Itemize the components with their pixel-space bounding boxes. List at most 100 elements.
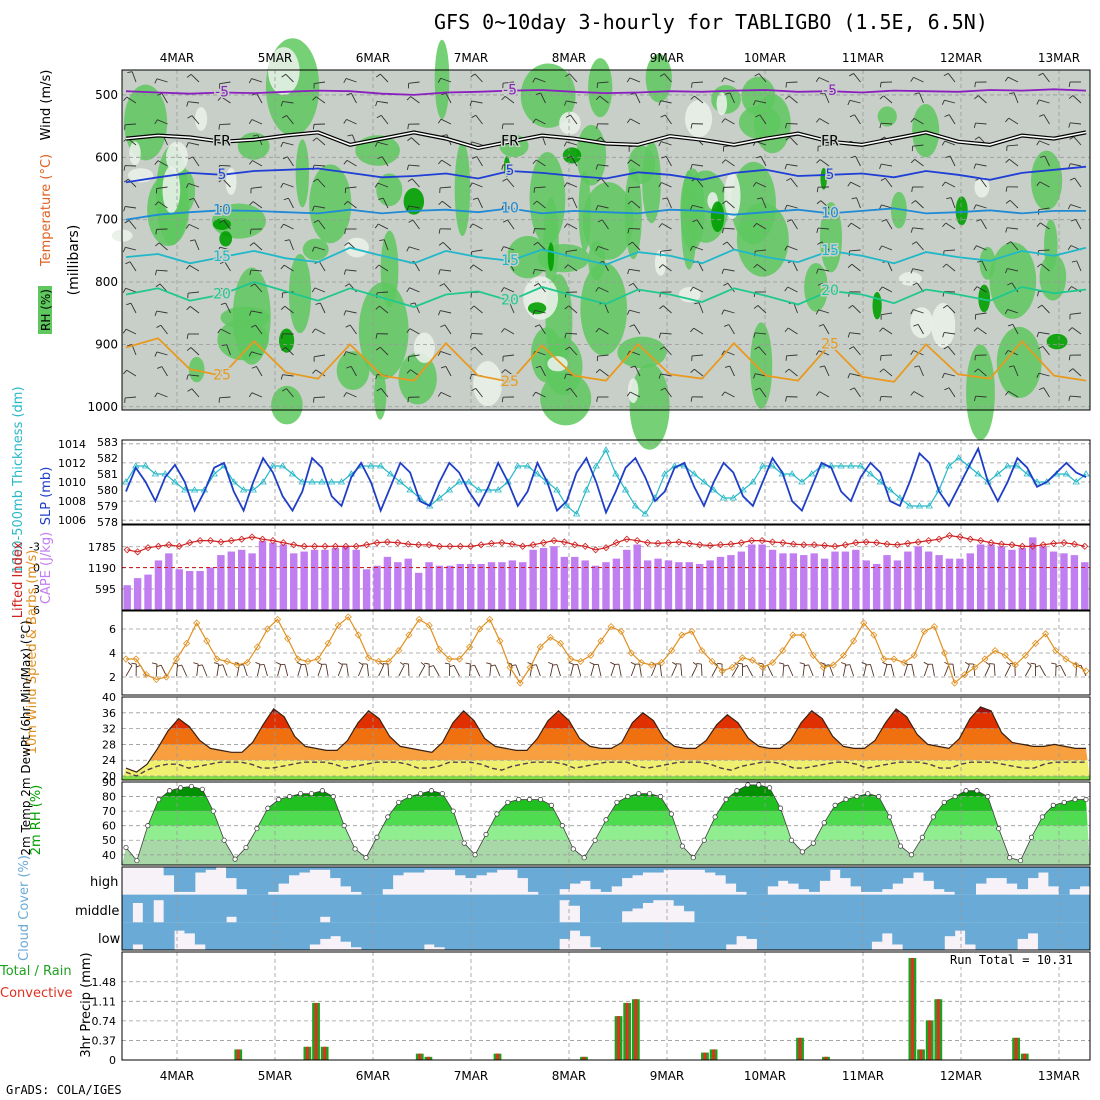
cloud-cell-low (985, 922, 997, 950)
temp-band (122, 776, 1090, 780)
rh-marker (396, 799, 402, 805)
li-marker (612, 539, 620, 547)
wind-speed-marker (587, 651, 595, 659)
wind-barb-flag (376, 73, 381, 78)
wind-barb (156, 269, 168, 272)
wind-barb-flag (172, 662, 178, 665)
wind-barb-flag (785, 136, 791, 141)
thickness-marker (592, 462, 600, 469)
wind-barb (913, 391, 924, 398)
wind-barb (445, 366, 452, 377)
cape-bar (633, 544, 641, 610)
wind-barb-flag (501, 397, 504, 403)
cloud-cell-high (621, 867, 633, 879)
wind-barb (664, 387, 672, 398)
cloud-cell-high (423, 867, 435, 870)
wind-barb-flag (721, 77, 725, 83)
wind-barb-flag (470, 346, 476, 351)
wind-barb (442, 242, 452, 251)
wind-barb-flag (630, 365, 636, 369)
rh-shading (645, 53, 672, 103)
cape-bar (519, 562, 527, 610)
cloud-cell-low (663, 922, 675, 950)
cloud-cell-middle (725, 894, 737, 923)
wind-barb-flag (123, 369, 128, 375)
cape-bar (529, 549, 537, 610)
wind-barb-flag (628, 282, 634, 287)
li-marker (539, 539, 548, 547)
wind-speed-marker (718, 667, 726, 675)
wind-barb (504, 96, 515, 104)
wind-barb (314, 246, 326, 251)
wind-barb (694, 95, 704, 104)
wind-barb-flag (406, 164, 409, 171)
wind-barb-flag (249, 229, 252, 235)
wind-barb-flag (817, 282, 823, 286)
cloud-cell-middle (486, 894, 498, 923)
cloud-cell-middle (715, 894, 727, 923)
wind-barb-flag (470, 333, 472, 339)
wind-barb (728, 324, 735, 335)
rh-moist-shading (710, 201, 725, 233)
li-marker (550, 537, 558, 545)
wind-barb-flag (849, 73, 854, 77)
wind-barb (569, 73, 578, 83)
cape-bar (737, 551, 746, 610)
wind-barb (219, 123, 231, 126)
temp-band (122, 744, 1090, 761)
thickness-marker (474, 486, 483, 493)
wind-barb (634, 365, 641, 377)
wind-barb-flag (844, 664, 850, 666)
date-axis: 4MAR4MAR5MAR5MAR6MAR6MAR7MAR7MAR8MAR8MAR… (160, 51, 1080, 1083)
rh-dry-shading (473, 360, 503, 407)
li-marker (644, 539, 652, 547)
date-label-bottom: 6MAR (356, 1069, 391, 1083)
wind-barb-flag (946, 197, 952, 200)
wind-barb-flag (784, 368, 790, 373)
wind-barb-flag (1005, 186, 1008, 192)
li-marker (737, 539, 745, 547)
cape-bar (758, 544, 766, 610)
wind-tick: 2 (109, 671, 116, 684)
wind-barb-flag (186, 265, 190, 270)
wind-barb (188, 142, 200, 146)
wind-barb-flag (755, 155, 761, 159)
li-axis-label: Lifted Index (11, 541, 26, 618)
wind-barb (661, 182, 672, 188)
wind-barb (1042, 346, 1050, 356)
wind-speed-marker (455, 655, 464, 663)
isotherm-label: FR (821, 134, 839, 150)
rh-marker (996, 826, 1002, 832)
wind-barb-flag (440, 324, 446, 328)
wind-barb (157, 392, 168, 398)
wind-speed-marker (647, 661, 656, 669)
wind-barb-flag (724, 324, 730, 327)
wind-barb-flag (344, 242, 349, 246)
wind-barb-flag (660, 114, 666, 118)
rh-shading (966, 344, 995, 441)
cloud-cell-middle (1006, 894, 1018, 923)
wind-barb (507, 219, 515, 230)
li-marker (560, 538, 568, 546)
wind-barb-flag (803, 664, 809, 667)
wind-barb-flag (848, 346, 854, 350)
thickness-marker (886, 486, 894, 493)
rh-marker (1083, 796, 1089, 803)
precip-tick: 0.74 (92, 1015, 117, 1028)
li-marker (415, 541, 423, 549)
cape-bar (394, 562, 402, 610)
cloud-cell-high (486, 867, 498, 873)
wind-barb (945, 222, 956, 230)
cape-bar (560, 556, 569, 610)
wind-speed-marker (748, 656, 757, 664)
cloud-cell-low (944, 922, 956, 937)
wind-barb-flag (626, 350, 631, 356)
isotherm-label: 5 (218, 167, 227, 183)
wind-speed-marker (445, 655, 453, 663)
cloud-cell-middle (517, 894, 529, 923)
wind-speed-marker (809, 651, 817, 659)
wind-barb-flag (189, 239, 195, 242)
wind-barb (314, 205, 326, 209)
cloud-cell-low (923, 922, 935, 950)
cloud-cell-middle (954, 894, 966, 923)
